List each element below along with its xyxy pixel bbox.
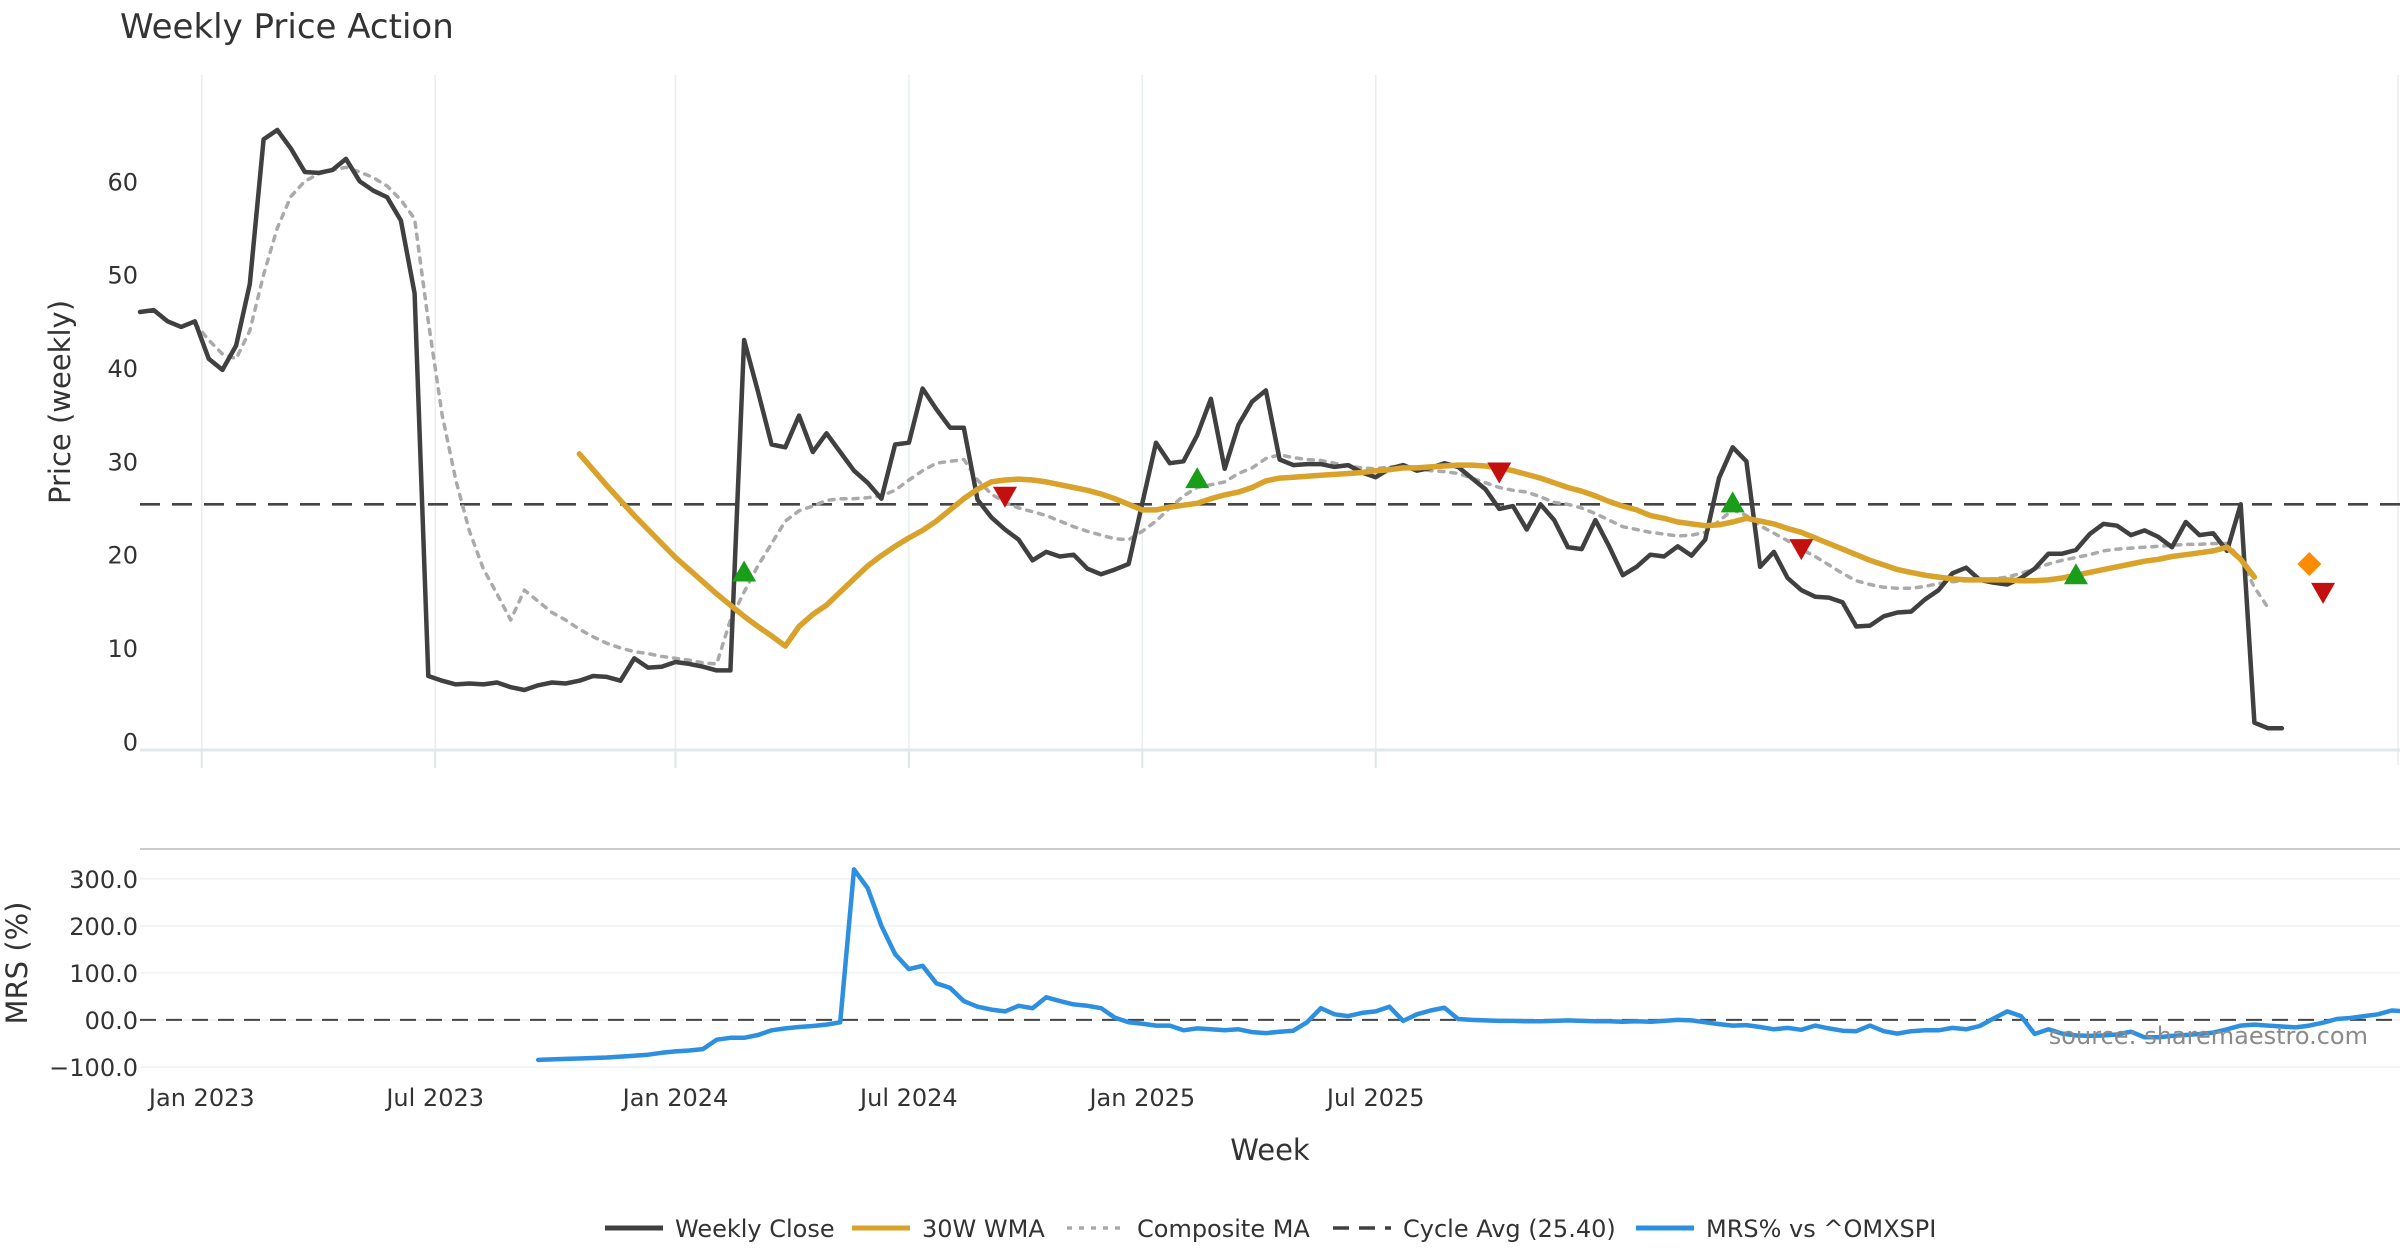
price-y-tick-label: 20 <box>107 542 138 570</box>
price-y-tick-label: 0 <box>123 728 138 756</box>
mrs-y-tick-label: −100.0 <box>49 1054 138 1082</box>
price-y-tick-label: 30 <box>107 448 138 476</box>
series-weekly-close <box>137 127 2285 731</box>
x-tick-label: Jan 2024 <box>621 1084 729 1112</box>
source-credit: source: sharemaestro.com <box>2049 1022 2368 1050</box>
chart-title: Weekly Price Action <box>120 7 454 47</box>
signal-markers <box>732 462 2336 604</box>
buy-signal-marker <box>2063 563 2088 585</box>
sell-signal-marker <box>1789 539 1814 561</box>
sell-signal-marker <box>1487 462 1512 484</box>
x-tick-labels: Jan 2023 Jul 2023 Jan 2024 Jul 2024 Jan 2025… <box>147 1084 1425 1112</box>
legend-item: Weekly Close <box>605 1215 835 1243</box>
legend: Weekly Close 30W WMA Composite MA Cycle Avg… <box>605 1215 1936 1243</box>
legend-label: Weekly Close <box>675 1215 835 1243</box>
mrs-y-tick-label: 00.0 <box>85 1007 138 1035</box>
sell-signal-marker <box>992 486 1017 508</box>
price-y-tick-label: 60 <box>107 168 138 196</box>
legend-item: Composite MA <box>1067 1215 1310 1243</box>
legend-label: MRS% vs ^OMXSPI <box>1706 1215 1936 1243</box>
x-axis-label: Week <box>1230 1133 1310 1167</box>
mrs-y-tick-label: 300.0 <box>69 866 138 894</box>
buy-signal-marker <box>1720 491 1745 513</box>
x-tick-label: Jul 2024 <box>858 1084 958 1112</box>
series-composite-ma <box>193 165 2270 666</box>
legend-label: 30W WMA <box>922 1215 1045 1243</box>
buy-signal-marker <box>732 560 757 582</box>
price-gridlines <box>200 75 2399 768</box>
legend-item: Cycle Avg (25.40) <box>1333 1215 1616 1243</box>
mrs-series-group <box>535 867 2400 1063</box>
legend-label: Composite MA <box>1137 1215 1310 1243</box>
warn-signal-marker <box>2297 552 2322 576</box>
series-30w-wma <box>576 451 2258 649</box>
legend-item: 30W WMA <box>852 1215 1045 1243</box>
mrs-y-tick-label: 200.0 <box>69 913 138 941</box>
mrs-y-axis-label: MRS (%) <box>0 902 34 1025</box>
mrs-panel: 300.0 200.0 100.0 00.0 −100.0 MRS (%) source… <box>0 848 2400 1082</box>
legend-label: Cycle Avg (25.40) <box>1403 1215 1616 1243</box>
price-y-tick-label: 10 <box>107 635 138 663</box>
x-tick-label: Jan 2023 <box>147 1084 255 1112</box>
x-tick-label: Jan 2025 <box>1087 1084 1195 1112</box>
legend-item: MRS% vs ^OMXSPI <box>1636 1215 1936 1243</box>
price-y-tick-label: 50 <box>107 262 138 290</box>
price-panel: 0 10 20 30 40 50 60 Price (weekly) <box>43 75 2400 768</box>
price-series-group <box>137 127 2285 731</box>
x-tick-label: Jul 2023 <box>384 1084 484 1112</box>
sell-signal-marker <box>2311 582 2336 604</box>
mrs-y-tick-labels: 300.0 200.0 100.0 00.0 −100.0 <box>49 866 138 1082</box>
price-y-axis-label: Price (weekly) <box>43 300 77 504</box>
price-y-tick-label: 40 <box>107 355 138 383</box>
price-y-tick-labels: 0 10 20 30 40 50 60 <box>107 168 138 756</box>
mrs-y-tick-label: 100.0 <box>69 960 138 988</box>
x-tick-label: Jul 2025 <box>1325 1084 1425 1112</box>
series-mrs-vs-omxspi <box>535 867 2400 1063</box>
buy-signal-marker <box>1185 467 1210 489</box>
